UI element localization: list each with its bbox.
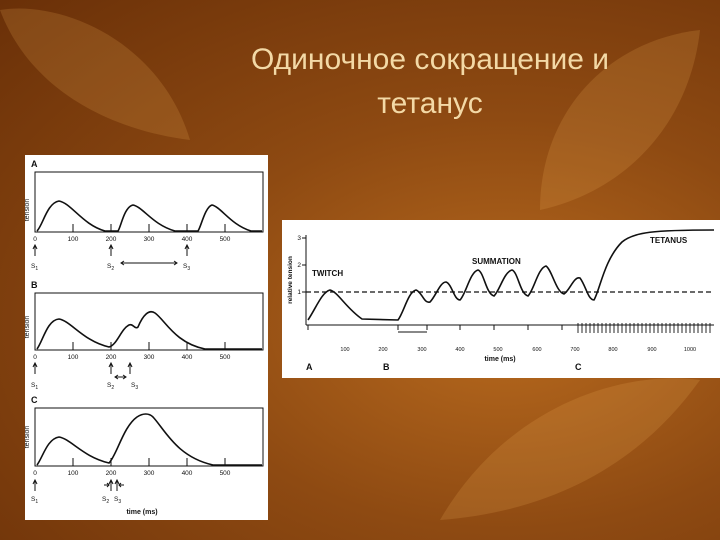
panel-b-tick-300: 300 [144, 354, 155, 361]
right-x-tick-400: 400 [455, 347, 464, 353]
panel-a-tick-0: 0 [33, 236, 37, 243]
panel-a-tick-500: 500 [220, 236, 231, 243]
panel-c-tick-300: 300 [144, 470, 155, 477]
panel-a-letter: A [31, 159, 38, 169]
panel-a-ticks [34, 224, 226, 232]
right-x-tick-200: 200 [378, 347, 387, 353]
panel-a-stimulus-3: S3 [183, 263, 190, 272]
panel-a-tension-trace [36, 200, 262, 232]
panel-b-stimulus-1: S1 [31, 382, 38, 391]
right-x-tick-900: 900 [647, 347, 656, 353]
panel-c: C tension 0 100 200 300 400 500 [24, 395, 264, 516]
panel-a-tick-100: 100 [68, 236, 79, 243]
panel-a-frame [34, 171, 264, 233]
panel-c-y-label: tension [25, 426, 31, 449]
tetanus-label: TETANUS [650, 236, 688, 245]
right-x-tick-1000: 1000 [684, 347, 696, 353]
panel-b-ticks [34, 342, 226, 350]
background-leaf-decoration [540, 30, 700, 210]
right-y-tick-1: 1 [297, 289, 301, 296]
background-leaf-decoration [0, 8, 190, 140]
panel-a-y-label: tension [25, 199, 31, 222]
panel-c-letter: C [31, 395, 38, 405]
panel-b-letter: B [31, 280, 38, 290]
right-x-tick-300: 300 [417, 347, 426, 353]
right-x-tick-100: 100 [340, 347, 349, 353]
right-x-tick-700: 700 [570, 347, 579, 353]
panel-b-y-label: tension [25, 316, 31, 339]
panel-b-stimulus-arrows [32, 361, 133, 380]
panel-c-tension-trace [36, 413, 262, 466]
background-leaf-decoration [440, 378, 700, 520]
panel-a-tick-400: 400 [182, 236, 193, 243]
slide-title: Одиночное сокращение и тетанус [180, 38, 680, 126]
section-b-letter: B [383, 362, 390, 372]
panel-a-stimulus-arrows [32, 243, 190, 266]
panel-a-stimulus-2: S2 [107, 263, 114, 272]
panel-c-tick-400: 400 [182, 470, 193, 477]
left-x-axis-label: time (ms) [126, 509, 157, 516]
right-x-axis-label: time (ms) [484, 356, 515, 363]
right-x-tick-500: 500 [493, 347, 502, 353]
twitch-label: TWITCH [312, 269, 343, 278]
right-stimulus-markers [307, 325, 563, 333]
panel-b-tick-100: 100 [68, 354, 79, 361]
panel-c-tick-200: 200 [106, 470, 117, 477]
panel-b-tick-500: 500 [220, 354, 231, 361]
summation-label: SUMMATION [472, 257, 521, 266]
panel-b-tension-trace [36, 311, 262, 350]
panel-b-tick-200: 200 [106, 354, 117, 361]
panel-a-stimulus-1: S1 [31, 263, 38, 272]
tetanus-diagram: relative tension 3 2 1 100 200 300 400 5… [287, 229, 715, 372]
tetanus-stimulus-train [577, 323, 711, 333]
panel-a-tick-200: 200 [106, 236, 117, 243]
section-c-letter: C [575, 362, 582, 372]
panel-c-stimulus-2: S2 [102, 496, 109, 505]
panel-c-tick-500: 500 [220, 470, 231, 477]
panel-c-stimulus-1: S1 [31, 496, 38, 505]
twitch-summation-diagram: A tension 0 100 200 300 400 500 [24, 159, 264, 516]
panel-b-stimulus-2: S2 [107, 382, 114, 391]
panel-c-ticks [34, 458, 226, 466]
panel-b-tick-400: 400 [182, 354, 193, 361]
slide-title-line1: Одиночное сокращение и [250, 43, 610, 76]
panel-c-frame [34, 407, 264, 467]
right-y-axis-label: relative tension [287, 256, 294, 304]
tetanus-figure: relative tension 3 2 1 100 200 300 400 5… [282, 220, 720, 378]
panel-c-tick-0: 0 [33, 470, 37, 477]
panel-c-stimulus-3: S3 [114, 496, 121, 505]
twitch-summation-figure: A tension 0 100 200 300 400 500 [24, 155, 268, 520]
panel-c-stimulus-arrows [32, 478, 124, 491]
panel-b-tick-0: 0 [33, 354, 37, 361]
right-x-tick-800: 800 [608, 347, 617, 353]
right-y-tick-3: 3 [297, 235, 301, 242]
right-y-ticks [302, 237, 306, 293]
panel-a-tick-300: 300 [144, 236, 155, 243]
tension-trace [307, 229, 715, 321]
right-x-tick-600: 600 [532, 347, 541, 353]
panel-a: A tension 0 100 200 300 400 500 [24, 159, 264, 272]
right-y-tick-2: 2 [297, 262, 301, 269]
panel-b: B tension 0 100 200 300 400 500 [24, 280, 264, 391]
slide-title-line2: тетанус [377, 87, 483, 120]
panel-b-stimulus-3: S3 [131, 382, 138, 391]
panel-c-tick-100: 100 [68, 470, 79, 477]
panel-b-frame [34, 292, 264, 351]
section-a-letter: A [306, 362, 313, 372]
